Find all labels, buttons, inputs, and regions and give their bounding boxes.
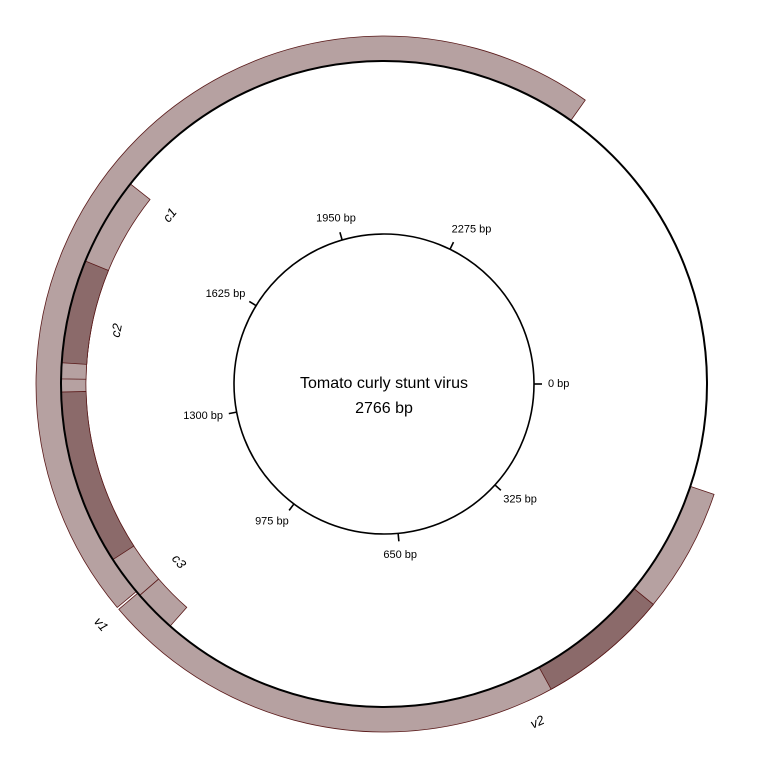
feature-label-v1: v1 bbox=[91, 614, 111, 634]
scale-tick bbox=[228, 411, 237, 415]
scale-tick-label: 1300 bp bbox=[183, 410, 223, 422]
feature-label-c3: c3 bbox=[169, 551, 190, 572]
scale-tick bbox=[494, 484, 502, 491]
scale-tick-label: 1950 bp bbox=[316, 213, 356, 225]
feature-label-v2: v2 bbox=[528, 712, 547, 732]
scale-tick bbox=[248, 300, 257, 307]
inner-scale-circle bbox=[233, 233, 535, 535]
scale-tick-label: 325 bp bbox=[503, 494, 537, 506]
outer-genome-circle bbox=[60, 60, 708, 708]
ticks-layer: 0 bp 325 bp 650 bp 975 bp 1300 bp 1625 bp 1950… bbox=[183, 213, 569, 561]
scale-tick bbox=[449, 241, 455, 250]
scale-tick-label: 2275 bp bbox=[452, 223, 492, 235]
feature-label-c2: c2 bbox=[108, 321, 126, 338]
scale-tick bbox=[288, 503, 295, 511]
scale-tick-label: 975 bp bbox=[255, 515, 289, 527]
feature-label-c1: c1 bbox=[159, 205, 179, 225]
scale-tick bbox=[339, 232, 343, 241]
scale-tick-label: 0 bp bbox=[548, 378, 569, 390]
scale-tick-label: 650 bp bbox=[383, 549, 417, 561]
genome-length: 2766 bp bbox=[355, 400, 413, 417]
genome-title: Tomato curly stunt virus bbox=[300, 375, 468, 392]
v1-highlight bbox=[538, 588, 654, 690]
features-layer: v2 v1 c3 c2 c1 bbox=[35, 35, 715, 733]
scale-tick bbox=[397, 533, 400, 542]
scale-tick-label: 1625 bp bbox=[206, 288, 246, 300]
